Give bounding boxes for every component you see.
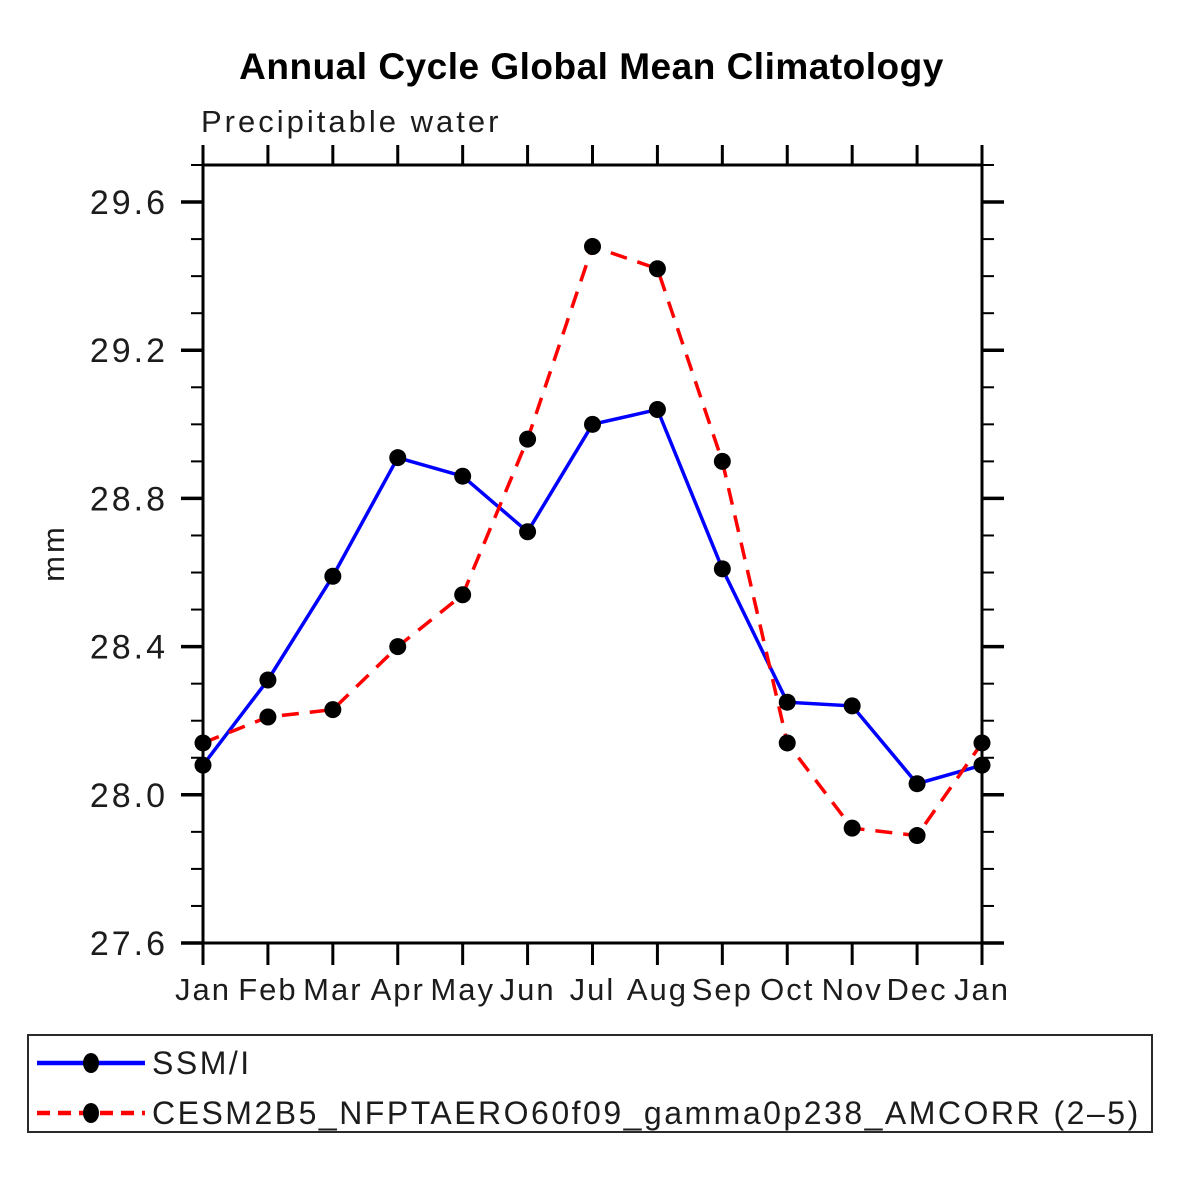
data-point-series-1 [908, 827, 926, 845]
y-tick-label: 28.0 [90, 777, 168, 815]
data-point-series-0 [519, 523, 537, 541]
y-tick-label: 29.2 [90, 332, 168, 370]
data-point-series-0 [454, 467, 472, 485]
data-point-series-1 [973, 734, 991, 752]
x-tick-label: Jul [570, 972, 616, 1007]
x-tick-label: Jan [175, 972, 231, 1007]
data-point-series-0 [584, 415, 601, 433]
data-point-series-1 [778, 734, 796, 752]
data-point-series-1 [259, 708, 277, 726]
x-tick-label: Apr [371, 972, 425, 1007]
legend-item-ssmi: SSM/I [34, 1045, 252, 1081]
legend-line-sample-dashed [37, 1103, 145, 1123]
y-axis-title: mm [36, 524, 71, 582]
x-tick-label: Jun [500, 972, 556, 1007]
data-point-series-1 [648, 260, 666, 278]
data-point-series-0 [713, 560, 731, 578]
data-point-series-1 [584, 238, 601, 256]
data-point-series-0 [843, 697, 861, 715]
series-line-0 [201, 407, 983, 786]
data-point-series-1 [713, 452, 731, 470]
x-tick-label: Nov [822, 972, 883, 1007]
data-point-series-1 [194, 734, 212, 752]
x-tick-label: Dec [887, 972, 948, 1007]
legend: SSM/I CESM2B5_NFPTAERO60f09_gamma0p238_A… [27, 1034, 1153, 1133]
x-tick-label: Sep [692, 972, 753, 1007]
data-point-series-1 [389, 638, 407, 656]
y-tick-label: 28.8 [90, 480, 168, 518]
data-point-series-1 [843, 819, 861, 837]
x-tick-label: Oct [760, 972, 814, 1007]
y-tick-label: 29.6 [90, 184, 168, 222]
x-tick-label: May [430, 972, 495, 1007]
data-point-series-0 [908, 775, 926, 793]
chart-subtitle: Precipitable water [201, 104, 502, 139]
x-tick-label: Jan [954, 972, 1010, 1007]
data-point-series-0 [778, 693, 796, 711]
series-line-1 [202, 244, 984, 838]
data-point-series-0 [194, 756, 212, 774]
y-tick-label: 27.6 [90, 925, 168, 963]
x-tick-label: Aug [627, 972, 688, 1007]
data-point-series-0 [259, 671, 277, 689]
plot-frame [201, 163, 984, 945]
legend-label-cesm2b5: CESM2B5_NFPTAERO60f09_gamma0p238_AMCORR … [152, 1094, 1141, 1131]
plot-area: Jan Feb Mar Apr May Jun Jul Aug Sep Oct Nov Dec Jan2… [36, 145, 1010, 1007]
x-tick-label: Mar [303, 972, 362, 1007]
data-point-series-0 [648, 401, 666, 419]
data-point-series-0 [389, 449, 407, 467]
x-tick-label: Feb [238, 972, 297, 1007]
y-tick-label: 28.4 [90, 629, 168, 667]
data-point-series-0 [324, 567, 342, 585]
data-point-series-0 [973, 756, 991, 774]
data-point-series-1 [519, 430, 537, 448]
data-point-series-1 [454, 586, 472, 604]
legend-item-cesm2b5: CESM2B5_NFPTAERO60f09_gamma0p238_AMCORR … [34, 1095, 1141, 1131]
data-point-series-1 [324, 701, 342, 719]
legend-line-sample-solid [37, 1053, 145, 1073]
legend-label-ssmi: SSM/I [152, 1044, 252, 1081]
chart-title: Annual Cycle Global Mean Climatology [239, 46, 944, 87]
